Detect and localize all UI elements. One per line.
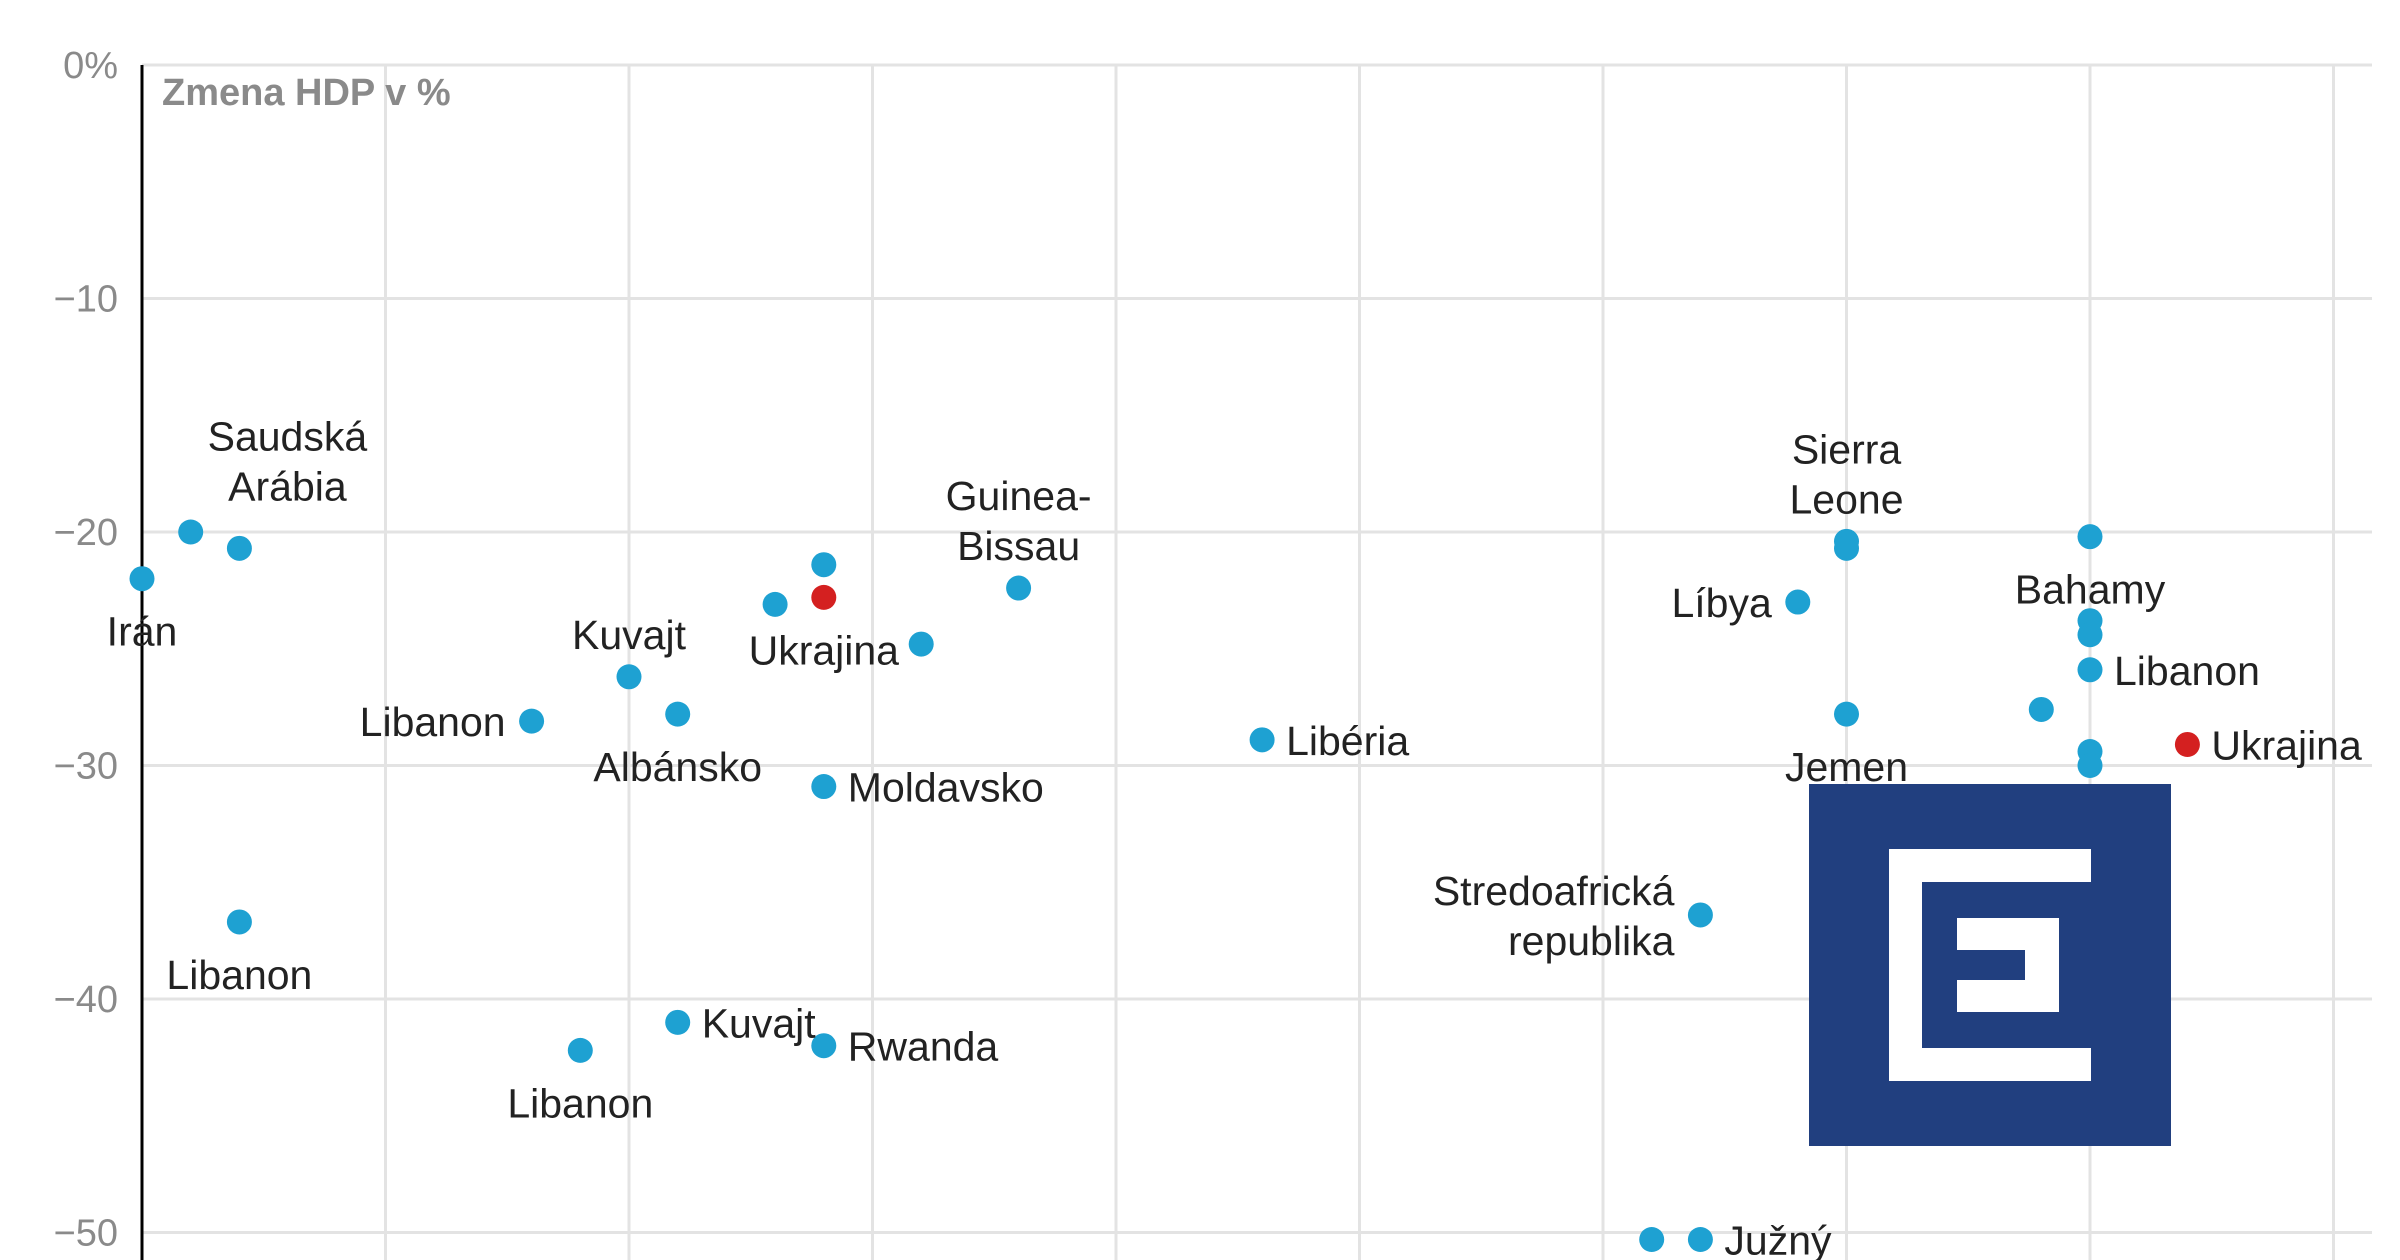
data-point: [2077, 657, 2103, 683]
data-point: [1834, 701, 1859, 727]
point-label: Líbya: [1671, 580, 1771, 626]
point-label: Bahamy: [2015, 567, 2166, 613]
point-label: Kuvajt: [572, 612, 687, 658]
point-label: Albánsko: [593, 744, 762, 790]
data-point: [519, 708, 545, 734]
point-label: Jemen: [1785, 744, 1908, 790]
y-axis-label: Zmena HDP v %: [162, 72, 451, 114]
data-point: [811, 774, 837, 800]
data-point: [2174, 731, 2200, 757]
data-point: [1785, 589, 1811, 615]
logo-e-mark: [1889, 849, 2091, 1081]
logo-background: [1809, 784, 2171, 1146]
data-point: [178, 519, 204, 545]
data-point: [616, 664, 642, 690]
data-point: [908, 631, 934, 657]
data-point: [226, 909, 252, 935]
data-point: [1249, 727, 1275, 753]
y-tick-label: −30: [54, 746, 118, 788]
y-tick-label: 0%: [63, 45, 118, 87]
data-point: [1006, 575, 1032, 601]
point-label: Libanon: [360, 699, 506, 745]
data-points: [129, 519, 2200, 1253]
point-label: Libanon: [166, 952, 312, 998]
data-point: [129, 566, 155, 592]
data-point: [665, 1009, 691, 1035]
data-point: [1639, 1227, 1665, 1253]
point-label: Moldavsko: [848, 765, 1044, 811]
point-label: Libéria: [1286, 718, 1409, 764]
data-point: [2077, 524, 2103, 550]
y-tick-labels: 0% −10 −20 −30 −40 −50: [54, 45, 118, 1255]
point-label: Kuvajt: [702, 1000, 817, 1046]
y-tick-label: −10: [54, 279, 118, 321]
point-label: Ukrajina: [749, 627, 900, 673]
data-point: [226, 535, 252, 561]
point-labels: Irán Saudská Arábia Libanon Libanon Libanon Ku…: [107, 413, 2362, 1260]
data-point: [2028, 696, 2054, 722]
y-tick-label: −50: [54, 1213, 118, 1255]
point-label: Stredoafrická republika: [1433, 868, 1675, 964]
point-label: Južný: [1724, 1218, 1832, 1260]
data-point: [567, 1037, 593, 1063]
data-point: [1687, 1227, 1713, 1253]
y-tick-label: −20: [54, 512, 118, 554]
point-label: Ukrajina: [2211, 722, 2362, 768]
point-label: Saudská Arábia: [208, 413, 368, 509]
point-label: Guinea-Bissau: [946, 473, 1092, 569]
data-point: [811, 584, 837, 610]
point-label: Sierra Leone: [1789, 426, 1903, 522]
data-point: [762, 591, 788, 617]
point-label: Irán: [107, 609, 178, 655]
data-point: [1687, 902, 1713, 928]
e-logo: [1809, 784, 2171, 1146]
data-point: [1834, 535, 1859, 561]
point-label: Rwanda: [848, 1024, 999, 1070]
data-point: [2077, 622, 2103, 648]
point-label: Libanon: [2114, 648, 2260, 694]
y-tick-label: −40: [54, 979, 118, 1021]
data-point: [811, 1033, 837, 1059]
data-point: [811, 552, 837, 578]
data-point: [2077, 753, 2103, 778]
data-point: [665, 701, 691, 727]
point-label: Libanon: [507, 1080, 653, 1126]
